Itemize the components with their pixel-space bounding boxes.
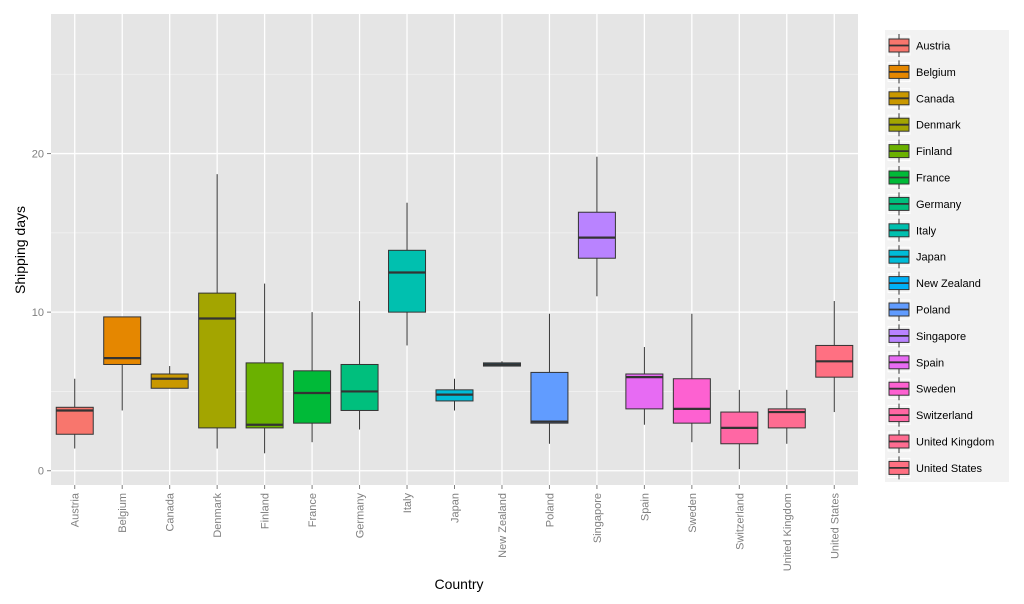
box-singapore <box>577 156 616 297</box>
x-tick-label: Japan <box>450 493 462 523</box>
box-new-zealand <box>482 361 521 367</box>
y-tick-label: 0 <box>38 466 44 478</box>
box-iqr <box>55 406 94 435</box>
box-iqr <box>198 292 237 429</box>
box-italy <box>388 202 427 346</box>
box-switzerland <box>720 389 759 470</box>
legend-item-new-zealand: New Zealand <box>887 271 981 295</box>
box-iqr <box>150 373 189 389</box>
x-tick-label: United Kingdom <box>782 493 794 571</box>
box-japan <box>435 378 474 411</box>
legend-item-singapore: Singapore <box>887 324 966 348</box>
legend-label: Belgium <box>916 67 956 79</box>
legend-label: Austria <box>916 41 951 53</box>
legend-item-japan: Japan <box>887 245 946 269</box>
box-iqr <box>767 408 806 429</box>
legend-label: Finland <box>916 146 952 158</box>
legend-item-united-kingdom: United Kingdom <box>887 430 994 453</box>
x-tick-label: Spain <box>639 493 651 521</box>
box-belgium <box>103 316 142 411</box>
legend-item-united-states: United States <box>887 456 983 480</box>
legend-label: Denmark <box>916 120 961 132</box>
box-sweden <box>672 313 711 443</box>
x-axis: Austria Belgium Canada Denmark Finland France… <box>70 485 841 571</box>
legend-label: Poland <box>916 305 950 317</box>
box-france <box>293 312 332 443</box>
legend-item-sweden: Sweden <box>887 377 956 401</box>
box-germany <box>340 301 379 430</box>
x-tick-label: Austria <box>70 492 82 527</box>
legend-item-austria: Austria <box>887 34 951 57</box>
legend-item-switzerland: Switzerland <box>887 403 973 427</box>
box-iqr <box>103 316 142 365</box>
x-tick-label: Canada <box>165 492 177 531</box>
legend-item-canada: Canada <box>887 86 955 110</box>
x-tick-label: New Zealand <box>497 493 509 558</box>
x-tick-label: Italy <box>402 493 414 514</box>
y-axis: 0 10 20 <box>32 149 51 478</box>
legend-label: Spain <box>916 357 944 369</box>
box-iqr <box>625 373 664 410</box>
legend-item-italy: Italy <box>887 218 937 242</box>
box-iqr <box>293 370 332 424</box>
box-united-kingdom <box>767 389 806 444</box>
box-poland <box>530 313 569 444</box>
legend-label: Sweden <box>916 384 956 396</box>
legend-item-spain: Spain <box>887 350 944 374</box>
x-axis-title: Country <box>434 576 483 592</box>
box-iqr <box>577 211 616 259</box>
legend-label: United States <box>916 463 983 475</box>
legend-label: Switzerland <box>916 410 973 422</box>
box-united-states <box>815 301 854 413</box>
box-austria <box>55 378 94 449</box>
x-tick-label: Finland <box>260 493 272 529</box>
x-tick-label: Singapore <box>592 493 604 543</box>
legend-label: Italy <box>916 225 937 237</box>
legend-label: Singapore <box>916 331 966 343</box>
x-tick-label: Belgium <box>117 493 129 533</box>
x-tick-label: Germany <box>355 493 367 539</box>
legend-item-denmark: Denmark <box>887 113 961 137</box>
legend-item-finland: Finland <box>887 139 952 163</box>
x-tick-label: United States <box>829 493 841 560</box>
legend-label: New Zealand <box>916 278 981 290</box>
x-tick-label: Poland <box>544 493 556 527</box>
x-tick-label: Sweden <box>687 493 699 533</box>
legend-label: Canada <box>916 93 955 105</box>
x-tick-label: France <box>307 493 319 527</box>
legend: Austria Belgium Canada Denmark Finland France… <box>885 30 1009 482</box>
legend-item-germany: Germany <box>887 192 962 216</box>
legend-label: France <box>916 173 950 185</box>
legend-label: Japan <box>916 252 946 264</box>
box-iqr <box>245 362 284 429</box>
box-iqr <box>388 249 427 313</box>
x-tick-label: Denmark <box>212 493 224 538</box>
y-tick-label: 10 <box>32 307 44 319</box>
box-layer <box>55 156 854 470</box>
legend-item-belgium: Belgium <box>887 60 956 84</box>
box-iqr <box>340 363 379 411</box>
box-iqr <box>530 371 569 424</box>
y-tick-label: 20 <box>32 149 44 161</box>
legend-item-poland: Poland <box>887 298 950 321</box>
y-axis-title: Shipping days <box>12 206 28 294</box>
box-canada <box>150 366 189 389</box>
legend-label: United Kingdom <box>916 437 994 449</box>
x-tick-label: Switzerland <box>734 493 746 550</box>
legend-label: Germany <box>916 199 962 211</box>
legend-item-france: France <box>887 166 950 189</box>
box-finland <box>245 283 284 454</box>
box-iqr <box>672 378 711 424</box>
box-denmark <box>198 174 237 449</box>
box-spain <box>625 347 664 425</box>
